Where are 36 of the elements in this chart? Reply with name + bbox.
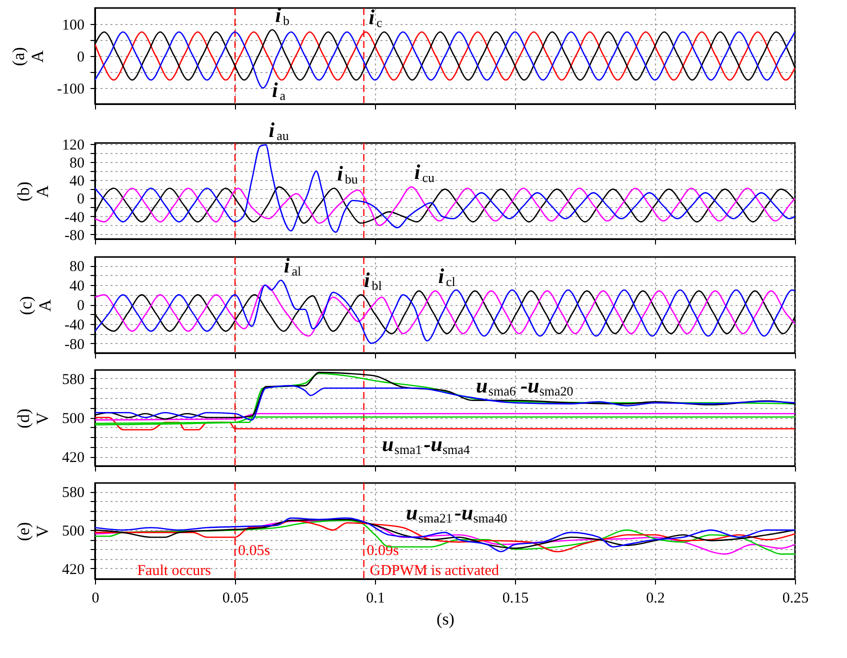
x-tick-label: 0.25 [782, 590, 809, 606]
y-tick-label: -80 [64, 336, 84, 353]
y-tick-label: -40 [64, 317, 84, 334]
ref-line-label: 0.05s [238, 543, 270, 560]
y-axis-title: (a) A [9, 47, 48, 66]
y-axis-title: (c) A [16, 296, 55, 315]
y-tick-label: -100 [57, 82, 84, 98]
y-tick-label: 420 [62, 450, 84, 466]
y-tick-label: 500 [62, 524, 84, 540]
x-tick-label: 0.1 [366, 590, 385, 606]
y-tick-label: 80 [70, 156, 84, 172]
y-tick-label: -40 [64, 210, 84, 226]
x-tick-label: 0.2 [646, 590, 665, 606]
x-axis-title: (s) [436, 610, 454, 628]
y-tick-label: 40 [70, 174, 84, 190]
y-axis-title: (b) A [14, 182, 52, 202]
y-tick-label: 580 [62, 485, 84, 502]
ref-line-label: 0.09s [366, 543, 400, 560]
y-tick-label: 420 [62, 562, 84, 578]
y-axis-title: (e) V [14, 522, 52, 541]
y-tick-label: 80 [70, 259, 84, 276]
x-tick-label: 0 [92, 590, 100, 606]
y-tick-label: 120 [62, 137, 84, 154]
x-tick-label: 0.15 [502, 590, 529, 606]
annotation: GDPWM is activated [370, 563, 500, 580]
y-tick-label: 0 [77, 192, 84, 208]
y-axis-title: (d) V [14, 408, 52, 428]
y-tick-label: 100 [62, 18, 84, 34]
y-tick-label: 0 [77, 298, 84, 314]
annotation: Fault occurs [137, 563, 212, 580]
y-tick-label: -80 [64, 228, 84, 244]
y-tick-label: 580 [62, 372, 84, 388]
y-tick-label: 0 [77, 50, 84, 66]
y-tick-label: 500 [62, 411, 84, 428]
y-tick-label: 40 [70, 278, 84, 295]
x-tick-label: 0.05 [222, 590, 249, 606]
